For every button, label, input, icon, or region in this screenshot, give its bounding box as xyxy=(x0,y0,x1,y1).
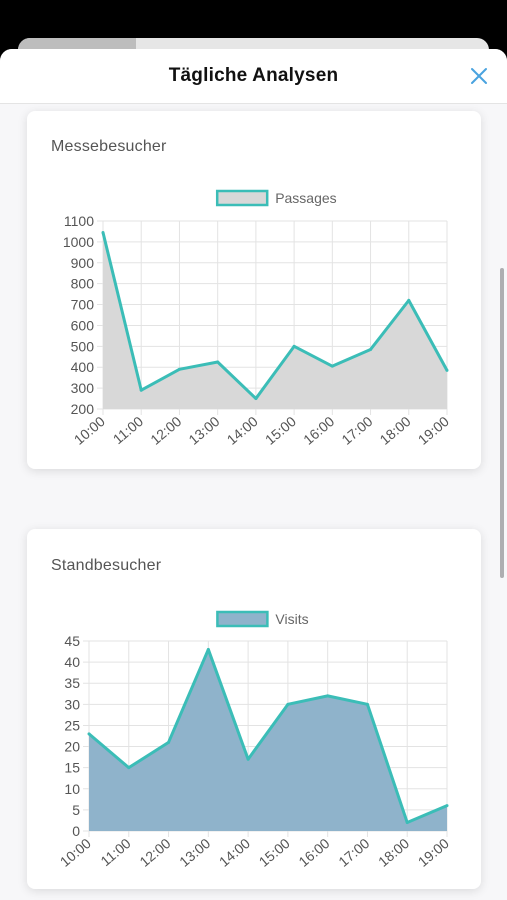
progress-bar xyxy=(18,38,136,50)
y-tick-label: 40 xyxy=(64,654,80,670)
data-point[interactable] xyxy=(445,368,449,372)
y-tick-label: 400 xyxy=(71,359,95,375)
card-title: Messebesucher xyxy=(51,138,167,155)
legend-label: Visits xyxy=(275,611,308,627)
close-icon xyxy=(471,68,487,84)
y-tick-label: 900 xyxy=(71,255,95,271)
data-point[interactable] xyxy=(369,347,373,351)
data-point[interactable] xyxy=(330,364,334,368)
y-tick-label: 700 xyxy=(71,297,95,313)
legend[interactable]: Passages xyxy=(215,189,337,207)
x-tick-label: 19:00 xyxy=(415,835,452,870)
scroll-content[interactable]: Messebesucher Passages 1100 1000 900 800 700 6… xyxy=(0,105,507,900)
x-tick-label: 11:00 xyxy=(110,413,146,447)
data-point[interactable] xyxy=(206,647,210,651)
data-point[interactable] xyxy=(101,230,105,234)
data-point[interactable] xyxy=(445,804,449,808)
y-tick-label: 10 xyxy=(64,781,80,797)
y-tick-label: 30 xyxy=(64,696,80,712)
y-tick-label: 1000 xyxy=(63,234,94,250)
data-point[interactable] xyxy=(167,740,171,744)
data-point[interactable] xyxy=(254,397,258,401)
x-tick-label: 13:00 xyxy=(185,413,222,448)
chart-card-passages: Messebesucher Passages 1100 1000 900 800 700 6… xyxy=(27,111,481,469)
x-tick-label: 14:00 xyxy=(216,835,253,870)
y-tick-label: 800 xyxy=(71,276,95,292)
passages-chart: Passages 1100 1000 900 800 700 600 500 400 300 200… xyxy=(63,189,452,448)
sheet-header: Tägliche Analysen xyxy=(0,49,507,104)
x-tick-label: 14:00 xyxy=(224,413,261,448)
x-tick-label: 13:00 xyxy=(176,835,213,870)
y-tick-label: 300 xyxy=(71,380,95,396)
close-button[interactable] xyxy=(469,66,489,86)
x-tick-label: 18:00 xyxy=(375,835,412,870)
y-tick-label: 200 xyxy=(71,401,95,417)
data-point[interactable] xyxy=(326,694,330,698)
x-tick-label: 17:00 xyxy=(338,413,375,448)
y-tick-label: 600 xyxy=(71,317,95,333)
y-tick-label: 20 xyxy=(64,739,80,755)
data-point[interactable] xyxy=(405,821,409,825)
data-point[interactable] xyxy=(407,298,411,302)
data-point[interactable] xyxy=(286,702,290,706)
legend[interactable]: Visits xyxy=(216,610,309,628)
page-title: Tägliche Analysen xyxy=(168,65,339,86)
series-area xyxy=(103,232,447,409)
analytics-sheet: Tägliche Analysen Messebesucher Passages… xyxy=(0,49,507,900)
x-tick-label: 19:00 xyxy=(415,413,452,448)
scrollbar[interactable] xyxy=(500,268,504,578)
x-tick-label: 15:00 xyxy=(262,413,299,448)
data-point[interactable] xyxy=(292,344,296,348)
x-tick-label: 10:00 xyxy=(57,835,94,870)
y-tick-label: 500 xyxy=(71,338,95,354)
x-tick-label: 15:00 xyxy=(256,835,293,870)
data-point[interactable] xyxy=(177,367,181,371)
x-tick-label: 12:00 xyxy=(136,835,173,870)
x-tick-label: 17:00 xyxy=(335,835,372,870)
data-point[interactable] xyxy=(365,702,369,706)
y-tick-label: 15 xyxy=(64,760,80,776)
y-tick-label: 35 xyxy=(64,675,80,691)
y-tick-label: 0 xyxy=(72,823,80,839)
series-line xyxy=(88,647,448,825)
legend-label: Passages xyxy=(275,190,336,206)
x-tick-label: 16:00 xyxy=(295,835,332,870)
chart-card-visits: Standbesucher Visits 45 40 35 30 25 20 15 10 5 0 10… xyxy=(27,529,481,889)
legend-swatch xyxy=(216,610,269,628)
data-point[interactable] xyxy=(139,388,143,392)
x-tick-label: 10:00 xyxy=(71,413,108,448)
x-tick-label: 11:00 xyxy=(97,835,133,869)
y-tick-label: 45 xyxy=(64,633,80,649)
series-line xyxy=(101,232,449,401)
x-tick-label: 12:00 xyxy=(147,413,184,448)
data-point[interactable] xyxy=(216,360,220,364)
x-tick-label: 16:00 xyxy=(300,413,337,448)
card-title: Standbesucher xyxy=(51,557,162,574)
y-tick-label: 25 xyxy=(64,717,80,733)
data-point[interactable] xyxy=(127,766,131,770)
data-point[interactable] xyxy=(246,757,250,761)
series-area xyxy=(89,649,447,831)
data-point[interactable] xyxy=(87,732,91,736)
x-tick-label: 18:00 xyxy=(377,413,414,448)
legend-swatch xyxy=(215,189,269,207)
y-tick-label: 1100 xyxy=(64,213,94,229)
y-tick-label: 5 xyxy=(72,802,80,818)
